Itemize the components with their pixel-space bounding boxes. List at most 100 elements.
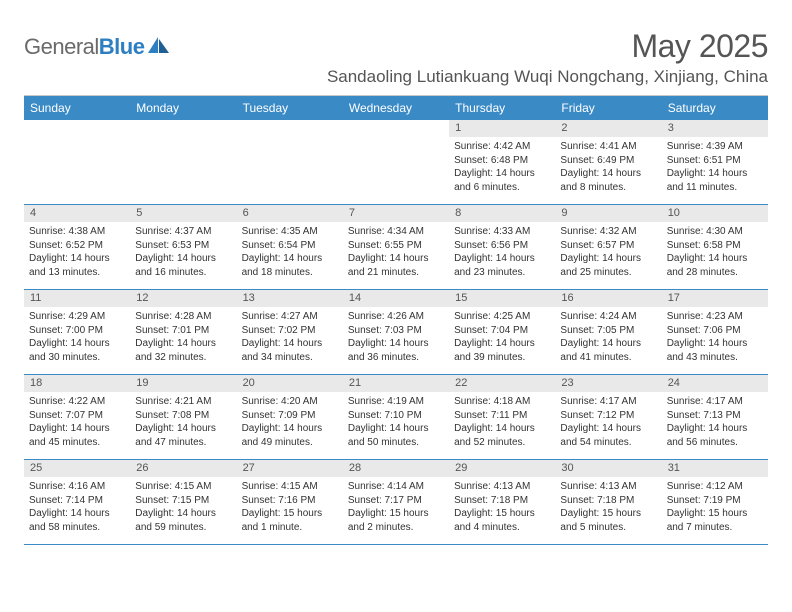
day-cell: 20Sunrise: 4:20 AMSunset: 7:09 PMDayligh… (237, 375, 343, 459)
day-line: and 18 minutes. (242, 266, 338, 280)
day-line: Daylight: 14 hours (348, 337, 444, 351)
day-line: Sunrise: 4:30 AM (667, 225, 763, 239)
day-line: Sunrise: 4:41 AM (560, 140, 656, 154)
day-line: Sunrise: 4:13 AM (454, 480, 550, 494)
week-row: 4Sunrise: 4:38 AMSunset: 6:52 PMDaylight… (24, 205, 768, 290)
day-cell: 7Sunrise: 4:34 AMSunset: 6:55 PMDaylight… (343, 205, 449, 289)
day-number: 15 (449, 290, 555, 307)
day-line: Daylight: 14 hours (135, 337, 231, 351)
day-line: Sunset: 7:06 PM (667, 324, 763, 338)
day-line: Sunrise: 4:33 AM (454, 225, 550, 239)
day-cell: 5Sunrise: 4:37 AMSunset: 6:53 PMDaylight… (130, 205, 236, 289)
day-cell (130, 120, 236, 204)
day-line: Daylight: 14 hours (29, 422, 125, 436)
day-line: and 8 minutes. (560, 181, 656, 195)
day-line: Daylight: 14 hours (242, 252, 338, 266)
day-line: Daylight: 14 hours (560, 422, 656, 436)
day-body (24, 126, 130, 132)
week-row: 1Sunrise: 4:42 AMSunset: 6:48 PMDaylight… (24, 120, 768, 205)
day-line: Daylight: 14 hours (667, 422, 763, 436)
day-body: Sunrise: 4:13 AMSunset: 7:18 PMDaylight:… (449, 477, 555, 537)
day-line: Sunset: 6:51 PM (667, 154, 763, 168)
day-body: Sunrise: 4:25 AMSunset: 7:04 PMDaylight:… (449, 307, 555, 367)
day-line: Sunrise: 4:16 AM (29, 480, 125, 494)
day-body: Sunrise: 4:26 AMSunset: 7:03 PMDaylight:… (343, 307, 449, 367)
day-cell: 4Sunrise: 4:38 AMSunset: 6:52 PMDaylight… (24, 205, 130, 289)
day-line: Daylight: 14 hours (667, 167, 763, 181)
day-cell: 8Sunrise: 4:33 AMSunset: 6:56 PMDaylight… (449, 205, 555, 289)
day-number: 1 (449, 120, 555, 137)
day-line: Daylight: 15 hours (242, 507, 338, 521)
day-cell: 1Sunrise: 4:42 AMSunset: 6:48 PMDaylight… (449, 120, 555, 204)
day-header-wed: Wednesday (343, 96, 449, 120)
day-line: Sunset: 7:04 PM (454, 324, 550, 338)
day-line: Sunset: 7:12 PM (560, 409, 656, 423)
day-cell: 31Sunrise: 4:12 AMSunset: 7:19 PMDayligh… (662, 460, 768, 544)
day-line: Sunset: 6:48 PM (454, 154, 550, 168)
day-line: Daylight: 14 hours (454, 337, 550, 351)
day-line: Sunset: 7:02 PM (242, 324, 338, 338)
day-body: Sunrise: 4:27 AMSunset: 7:02 PMDaylight:… (237, 307, 343, 367)
day-line: Daylight: 14 hours (560, 167, 656, 181)
day-line: and 21 minutes. (348, 266, 444, 280)
day-line: and 4 minutes. (454, 521, 550, 535)
day-line: Sunrise: 4:28 AM (135, 310, 231, 324)
day-body: Sunrise: 4:39 AMSunset: 6:51 PMDaylight:… (662, 137, 768, 197)
day-body: Sunrise: 4:16 AMSunset: 7:14 PMDaylight:… (24, 477, 130, 537)
day-line: Sunset: 7:07 PM (29, 409, 125, 423)
day-line: Sunset: 7:10 PM (348, 409, 444, 423)
day-number: 7 (343, 205, 449, 222)
day-line: and 16 minutes. (135, 266, 231, 280)
day-line: Sunrise: 4:12 AM (667, 480, 763, 494)
day-line: Sunset: 7:13 PM (667, 409, 763, 423)
day-number: 22 (449, 375, 555, 392)
day-body: Sunrise: 4:14 AMSunset: 7:17 PMDaylight:… (343, 477, 449, 537)
day-line: Sunset: 7:05 PM (560, 324, 656, 338)
day-cell: 14Sunrise: 4:26 AMSunset: 7:03 PMDayligh… (343, 290, 449, 374)
day-cell: 19Sunrise: 4:21 AMSunset: 7:08 PMDayligh… (130, 375, 236, 459)
day-body: Sunrise: 4:23 AMSunset: 7:06 PMDaylight:… (662, 307, 768, 367)
day-number: 19 (130, 375, 236, 392)
day-line: Daylight: 14 hours (560, 252, 656, 266)
day-number: 23 (555, 375, 661, 392)
day-line: Sunrise: 4:21 AM (135, 395, 231, 409)
day-body (130, 126, 236, 132)
day-line: and 56 minutes. (667, 436, 763, 450)
day-header-fri: Friday (555, 96, 661, 120)
day-line: and 52 minutes. (454, 436, 550, 450)
day-body: Sunrise: 4:28 AMSunset: 7:01 PMDaylight:… (130, 307, 236, 367)
day-number: 28 (343, 460, 449, 477)
day-cell: 3Sunrise: 4:39 AMSunset: 6:51 PMDaylight… (662, 120, 768, 204)
day-header-sun: Sunday (24, 96, 130, 120)
day-line: and 59 minutes. (135, 521, 231, 535)
day-line: Daylight: 14 hours (348, 252, 444, 266)
day-line: and 49 minutes. (242, 436, 338, 450)
day-line: Daylight: 15 hours (560, 507, 656, 521)
day-line: Sunrise: 4:34 AM (348, 225, 444, 239)
day-body: Sunrise: 4:19 AMSunset: 7:10 PMDaylight:… (343, 392, 449, 452)
day-cell: 11Sunrise: 4:29 AMSunset: 7:00 PMDayligh… (24, 290, 130, 374)
day-number: 20 (237, 375, 343, 392)
day-line: Sunrise: 4:14 AM (348, 480, 444, 494)
day-number: 30 (555, 460, 661, 477)
day-line: Sunrise: 4:35 AM (242, 225, 338, 239)
day-line: Daylight: 14 hours (560, 337, 656, 351)
day-cell: 18Sunrise: 4:22 AMSunset: 7:07 PMDayligh… (24, 375, 130, 459)
day-number: 31 (662, 460, 768, 477)
day-line: Sunrise: 4:29 AM (29, 310, 125, 324)
calendar-page: GeneralBlue May 2025 Sandaoling Lutianku… (0, 0, 792, 561)
day-line: Sunset: 7:03 PM (348, 324, 444, 338)
day-line: and 34 minutes. (242, 351, 338, 365)
day-line: and 2 minutes. (348, 521, 444, 535)
day-line: Sunrise: 4:17 AM (667, 395, 763, 409)
month-title: May 2025 (327, 28, 768, 65)
day-header-thu: Thursday (449, 96, 555, 120)
day-cell: 29Sunrise: 4:13 AMSunset: 7:18 PMDayligh… (449, 460, 555, 544)
day-line: Sunrise: 4:19 AM (348, 395, 444, 409)
day-line: Sunset: 7:19 PM (667, 494, 763, 508)
day-number: 24 (662, 375, 768, 392)
day-number: 10 (662, 205, 768, 222)
day-body (343, 126, 449, 132)
day-body: Sunrise: 4:17 AMSunset: 7:13 PMDaylight:… (662, 392, 768, 452)
day-body: Sunrise: 4:41 AMSunset: 6:49 PMDaylight:… (555, 137, 661, 197)
